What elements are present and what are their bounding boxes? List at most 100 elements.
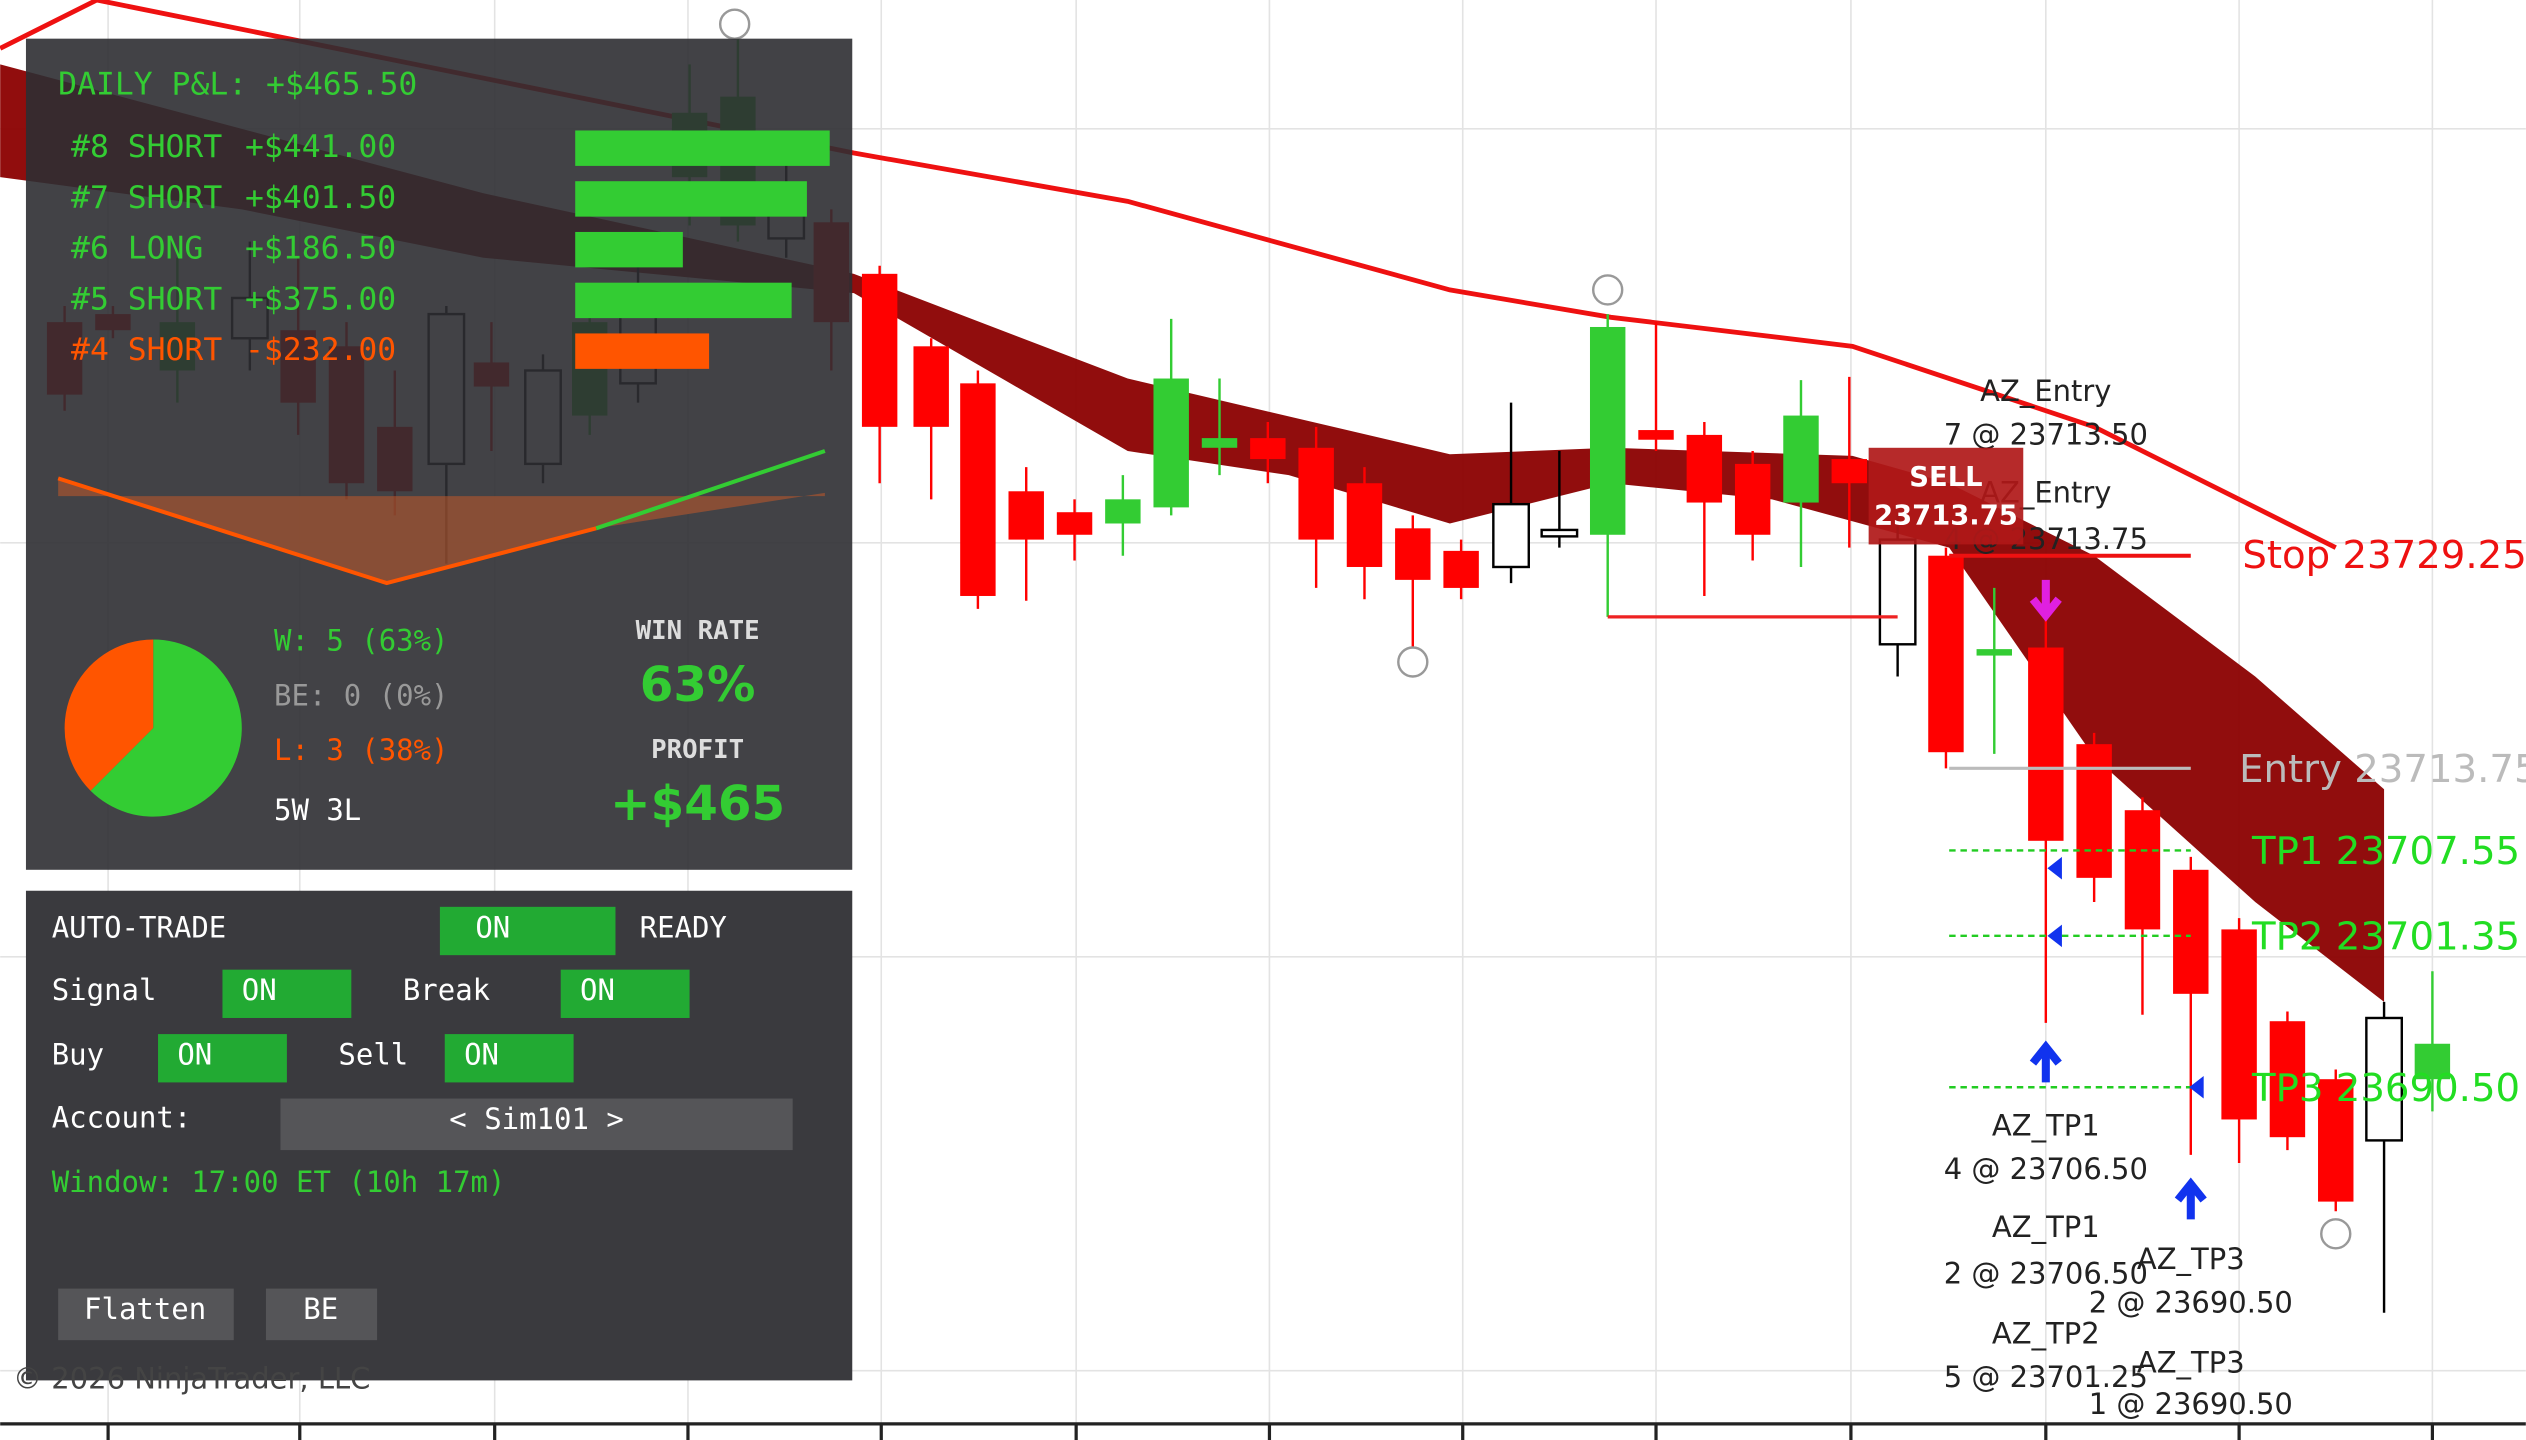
candle-body <box>2318 1079 2354 1202</box>
auto-trade-toggle[interactable] <box>439 906 616 956</box>
sell-label: Sell <box>338 1038 408 1072</box>
candle-body <box>1928 555 1964 753</box>
candle-body <box>1976 649 2012 656</box>
trade-label: #4 SHORT <box>71 332 222 368</box>
auto-trade-state[interactable]: ON <box>475 910 510 944</box>
pnl-bar <box>575 282 792 319</box>
candle-body <box>1638 430 1674 440</box>
order-badge <box>1868 447 2024 545</box>
win-rate: 63% <box>640 657 756 713</box>
equity-area <box>58 478 825 584</box>
fill-detail: 7 @ 23713.50 <box>1944 418 2148 452</box>
stop-label: Stop 23729.25 <box>2242 533 2526 578</box>
candle-body <box>1298 447 1334 540</box>
fill-name: AZ_TP3 <box>2137 1345 2245 1379</box>
candle-body <box>1783 415 1819 503</box>
status: READY <box>640 910 727 944</box>
trade-label: #5 SHORT <box>71 281 222 317</box>
candle-body <box>1346 483 1383 567</box>
account-label: Account: <box>52 1100 192 1134</box>
signal-state[interactable]: ON <box>242 973 277 1007</box>
window: Window: 17:00 ET (10h 17m) <box>52 1165 506 1199</box>
tp2-label: TP2 23701.35 <box>2251 915 2520 960</box>
flatten-label[interactable]: Flatten <box>84 1292 206 1326</box>
candle-body <box>2076 744 2112 878</box>
trade-label: #8 SHORT <box>71 129 222 165</box>
candles <box>46 24 2451 1313</box>
equity-loss-line <box>57 476 597 586</box>
swing-point <box>1591 274 1624 306</box>
be-button[interactable] <box>265 1288 378 1341</box>
trade-label: #6 LONG <box>71 231 203 267</box>
candle-body <box>1540 528 1579 538</box>
be-line: BE: 0 (0%) <box>274 678 449 712</box>
trade-pnl: +$375.00 <box>245 281 396 317</box>
pnl-panel: DAILY P&L: +$465.50 #8 SHORT +$441.00 #7 S… <box>25 38 853 870</box>
fill-detail: 5 @ 23701.25 <box>1944 1360 2148 1394</box>
profit-title: PROFIT <box>651 735 744 765</box>
sell-state[interactable]: ON <box>464 1038 499 1072</box>
trade-label: #7 SHORT <box>71 180 222 216</box>
copyright: © 2026 NinjaTrader, LLC <box>13 1361 370 1395</box>
swing-point <box>1397 646 1429 678</box>
levels: Stop 23729.25 Entry 23713.75 TP1 23707.5… <box>2239 533 2526 1111</box>
pie-losses <box>64 639 154 791</box>
control-panel: AUTO-TRADE ON READY Signal ON Break ON B… <box>25 890 853 1381</box>
pnl-bar <box>575 333 710 369</box>
fill-name: AZ_Entry <box>1980 374 2111 408</box>
trade-list: #8 SHORT +$441.00 #7 SHORT +$401.50 #6 LONG +… <box>71 129 830 369</box>
be-label[interactable]: BE <box>303 1292 338 1326</box>
candle-body <box>913 346 949 427</box>
candle-body <box>2028 647 2064 841</box>
trade-pnl: -$232.00 <box>245 332 396 368</box>
sell-toggle[interactable] <box>444 1034 574 1083</box>
candle-body <box>2365 1016 2403 1142</box>
flatten-button[interactable] <box>58 1288 234 1341</box>
candle-body <box>1589 326 1626 535</box>
break-state[interactable]: ON <box>580 973 615 1007</box>
candle-body <box>1153 378 1189 508</box>
profit: +$465 <box>610 776 785 832</box>
candle-body <box>1443 550 1479 588</box>
account-selector[interactable] <box>280 1098 793 1151</box>
order-price: 23713.75 <box>1874 501 2018 532</box>
buy-toggle[interactable] <box>158 1034 287 1083</box>
candle-body <box>2269 1021 2306 1138</box>
break-toggle[interactable] <box>560 969 690 1018</box>
candle-body <box>1105 499 1141 524</box>
equity-gain-line <box>595 449 826 531</box>
win-rate-title: WIN RATE <box>636 616 760 646</box>
swing-point <box>718 8 751 40</box>
fill-name: AZ_TP2 <box>1992 1316 2100 1350</box>
signal-toggle[interactable] <box>222 969 352 1018</box>
candle-body <box>1878 538 1917 646</box>
entry-label: Entry 23713.75 <box>2239 747 2526 792</box>
win-line: W: 5 (63%) <box>274 624 449 658</box>
pnl-title: DAILY P&L: +$465.50 <box>58 66 417 102</box>
fill-name: AZ_TP1 <box>1992 1109 2100 1143</box>
pnl-bar <box>575 181 807 217</box>
candle-body <box>1250 438 1286 460</box>
trade-pnl: +$441.00 <box>245 129 396 165</box>
record: 5W 3L <box>274 793 361 827</box>
fill-detail: 4 @ 23706.50 <box>1944 1152 2148 1186</box>
candle-body <box>1008 491 1044 540</box>
fill-detail: 2 @ 23690.50 <box>2089 1286 2293 1320</box>
account[interactable]: < Sim101 > <box>449 1102 624 1136</box>
buy-state[interactable]: ON <box>177 1038 212 1072</box>
tp3-label: TP3 23690.50 <box>2251 1066 2520 1111</box>
swing-point <box>2320 1218 2352 1250</box>
candle-body <box>861 273 898 427</box>
fill-name: AZ_TP3 <box>2137 1242 2245 1276</box>
trade-pnl: +$186.50 <box>245 231 396 267</box>
candle-body <box>2221 929 2257 1120</box>
fill-detail: 1 @ 23690.50 <box>2089 1387 2293 1421</box>
buy-arrow <box>2029 1040 2062 1083</box>
break-label: Break <box>403 973 491 1007</box>
candle-body <box>2173 869 2209 994</box>
pie-wins <box>90 639 242 817</box>
pie <box>64 639 242 817</box>
